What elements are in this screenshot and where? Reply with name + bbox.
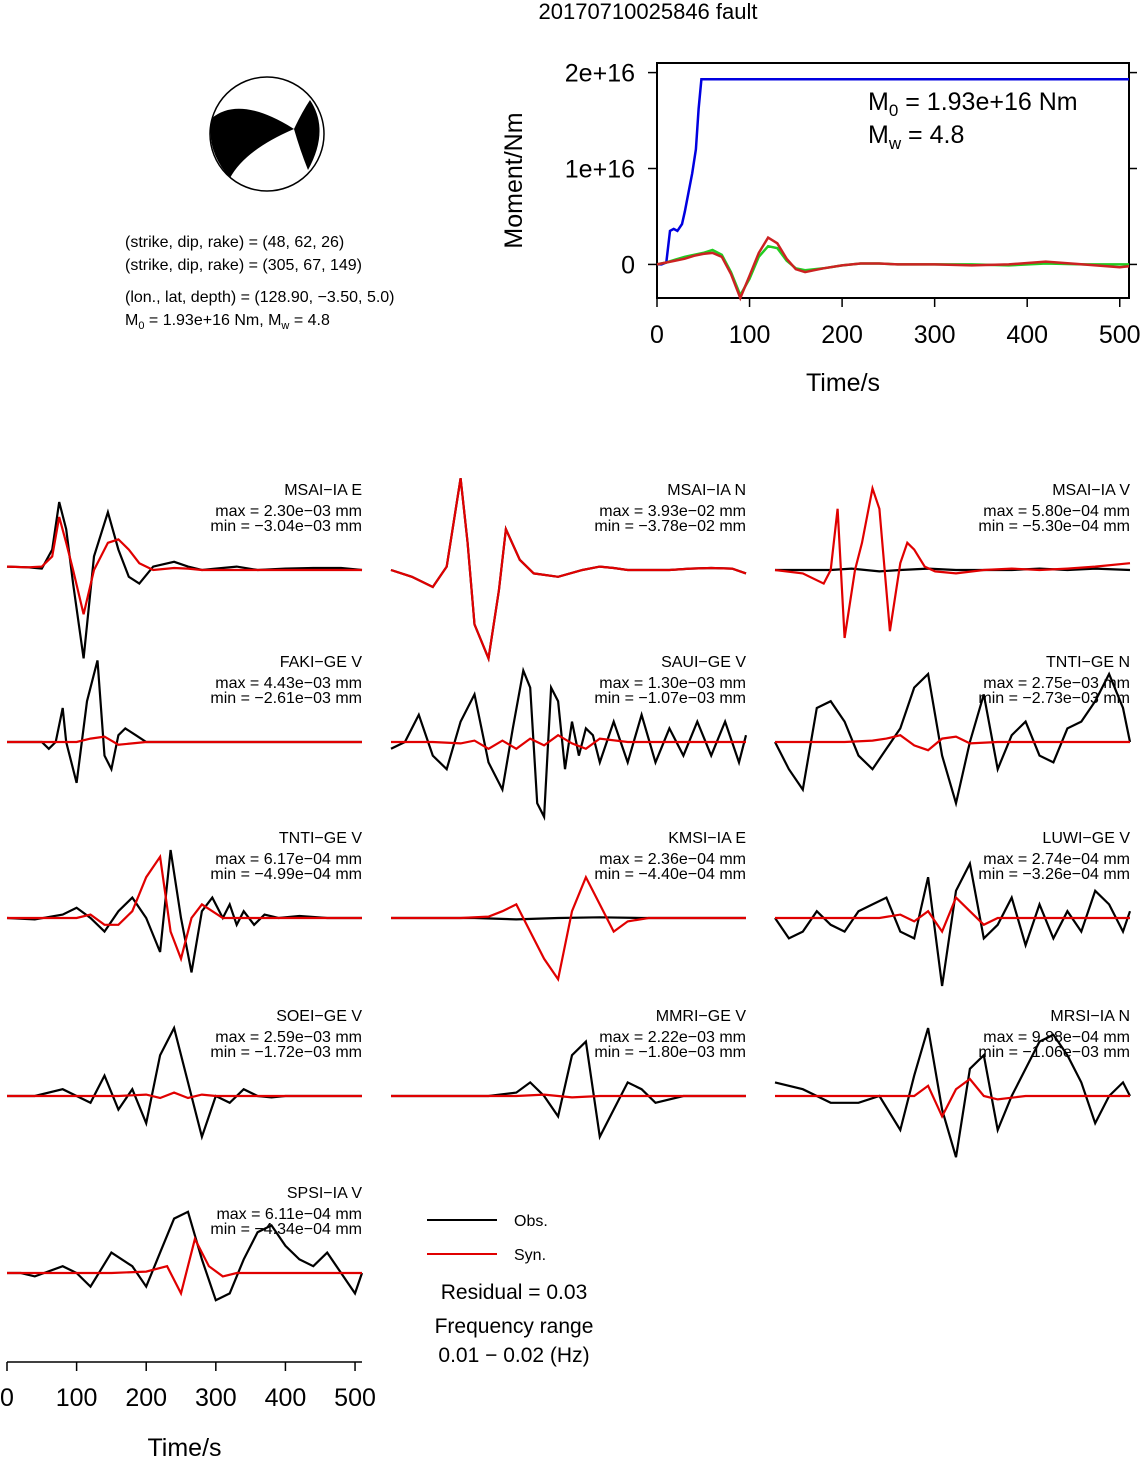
station-name: MMRI−GE V [656,1008,747,1025]
syn-trace [7,853,362,963]
waveform-time-axis: 0 100 200 300 400 500 Time/s [0,1361,376,1458]
beachball [209,76,325,192]
station-max: max = 9.88e−04 mm [983,1029,1130,1046]
station-min: min = −1.80e−03 mm [594,1044,746,1061]
residual: Residual = 0.03 [441,1281,588,1304]
station-max: max = 5.80e−04 mm [983,503,1130,520]
station-max: max = 2.22e−03 mm [599,1029,746,1046]
stf-panel: 0 100 200 300 400 500 0 1e+16 2e+16 Time/s Moment/… [500,60,1141,397]
station-min: min = −4.34e−04 mm [210,1221,362,1238]
stf-series-0 [657,78,1129,266]
stf-xtick-label: 400 [1006,321,1048,349]
station-name: MRSI−IA N [1050,1008,1130,1025]
station-name: TNTI−GE N [1046,654,1130,671]
location: (lon., lat, depth) = (128.90, −3.50, 5.0… [125,289,395,306]
stf-xtick-label: 300 [914,321,956,349]
axis-label: Time/s [147,1434,221,1458]
figure-title: 20170710025846 fault [539,0,758,24]
station-min: min = −1.06e−03 mm [978,1044,1130,1061]
station-max: max = 2.30e−03 mm [215,503,362,520]
station-name: MSAI−IA N [667,482,746,499]
moment-summary: M0 = 1.93e+16 Nm, Mw = 4.8 [125,312,330,332]
station-min: min = −2.61e−03 mm [210,690,362,707]
station-min: min = −3.26e−04 mm [978,866,1130,883]
stf-xtick-label: 500 [1099,321,1141,349]
stf-xtick-label: 200 [821,321,863,349]
station-min: min = −3.78e−02 mm [594,518,746,535]
stf-xlabel: Time/s [806,369,880,397]
frequency-range-value: 0.01 − 0.02 (Hz) [438,1344,589,1367]
legend-syn-label: Syn. [514,1247,546,1264]
station-max: max = 2.75e−03 mm [983,675,1130,692]
station-min: min = −5.30e−04 mm [978,518,1130,535]
stf-xtick-label: 0 [650,321,664,349]
axis-tick-label: 400 [265,1384,307,1412]
station-max: max = 2.74e−04 mm [983,851,1130,868]
stf-ytick-label: 0 [621,251,635,279]
axis-tick-label: 200 [125,1384,167,1412]
station-max: max = 4.43e−03 mm [215,675,362,692]
stf-ytick-label: 1e+16 [565,156,635,184]
station-max: max = 6.17e−04 mm [215,851,362,868]
syn-trace [391,874,746,982]
station-name: MSAI−IA V [1052,482,1130,499]
station-min: min = −3.04e−03 mm [210,518,362,535]
syn-trace [775,895,1130,934]
frequency-range-title: Frequency range [435,1315,594,1338]
station-name: SAUI−GE V [661,654,746,671]
legend-obs-label: Obs. [514,1213,548,1230]
station-name: MSAI−IA E [284,482,362,499]
stf-mw: Mw = 4.8 [868,121,964,153]
syn-trace [7,1235,362,1297]
stf-frame [656,62,1130,299]
legend: Obs. Syn. Residual = 0.03 Frequency rang… [427,1213,593,1367]
obs-trace [774,860,1132,987]
stf-xtick-label: 100 [729,321,771,349]
syn-trace [775,734,1130,752]
station-min: min = −2.73e−03 mm [978,690,1130,707]
station-max: max = 6.11e−04 mm [216,1206,362,1223]
stf-ytick-label: 2e+16 [565,60,635,88]
beachball-compression-right [294,100,320,170]
obs-trace [390,666,748,821]
station-max: max = 2.36e−04 mm [599,851,746,868]
station-min: min = −4.99e−04 mm [210,866,362,883]
obs-trace [774,671,1132,808]
station-min: min = −1.07e−03 mm [594,690,746,707]
axis-tick-label: 100 [56,1384,98,1412]
station-name: KMSI−IA E [668,830,746,847]
syn-trace [390,478,747,663]
stf-ylabel: Moment/Nm [500,112,528,248]
axis-tick-label: 300 [195,1384,237,1412]
station-max: max = 2.59e−03 mm [215,1029,362,1046]
stf-m0: M0 = 1.93e+16 Nm [868,88,1078,120]
plane-2: (strike, dip, rake) = (305, 67, 149) [125,257,362,274]
station-max: max = 3.93e−02 mm [599,503,746,520]
station-name: LUWI−GE V [1042,830,1130,847]
station-name: FAKI−GE V [280,654,363,671]
syn-trace [775,1077,1130,1119]
syn-trace [774,484,1131,639]
syn-trace [7,1091,362,1100]
station-name: SPSI−IA V [287,1185,362,1202]
axis-tick-label: 500 [334,1384,376,1412]
station-min: min = −1.72e−03 mm [210,1044,362,1061]
station-name: SOEI−GE V [276,1008,362,1025]
syn-trace [391,733,746,751]
stf-series-2 [656,235,1130,302]
station-name: TNTI−GE V [279,830,362,847]
station-min: min = −4.40e−04 mm [594,866,746,883]
axis-tick-label: 0 [0,1384,14,1412]
syn-trace [391,1093,746,1099]
plane-1: (strike, dip, rake) = (48, 62, 26) [125,234,344,251]
syn-trace [6,516,362,615]
station-max: max = 1.30e−03 mm [599,675,746,692]
beachball-compression-left [210,108,294,178]
obs-trace [6,849,362,973]
syn-trace [7,735,362,746]
